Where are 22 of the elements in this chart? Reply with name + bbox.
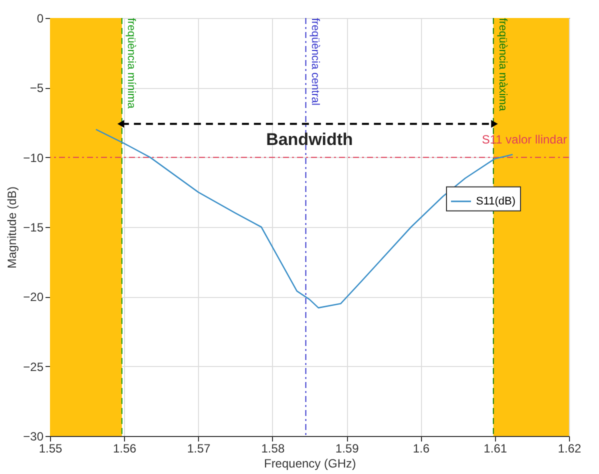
x-tick-label: 1.6 [412,442,430,456]
y-tick-label: −20 [23,290,44,304]
y-axis-title: Magnitude (dB) [5,186,20,269]
ref-line-label: freqüència central [308,18,321,106]
y-tick-label: −25 [23,360,44,374]
x-tick-label: 1.61 [484,442,508,456]
x-tick-label: 1.55 [38,442,62,456]
x-tick-label: 1.59 [335,442,360,456]
x-tick-label: 1.58 [261,442,285,456]
y-tick-label: −15 [23,220,44,234]
y-tick-label: −5 [30,81,44,96]
legend-label: S11(dB) [476,195,516,208]
ref-line-label: freqüència mínima [124,18,137,110]
x-axis-title: Frequency (GHz) [264,456,356,470]
x-tick-label: 1.56 [112,442,137,456]
y-tick-label: 0 [36,12,44,26]
ref-line-label: freqüència màxima [496,18,508,112]
y-tick-label: −10 [23,150,44,165]
x-tick-label: 1.62 [558,442,582,456]
x-tick-label: 1.57 [187,442,211,456]
y-tick-label: −30 [23,430,44,444]
annotation: Bandwidth [266,130,353,149]
